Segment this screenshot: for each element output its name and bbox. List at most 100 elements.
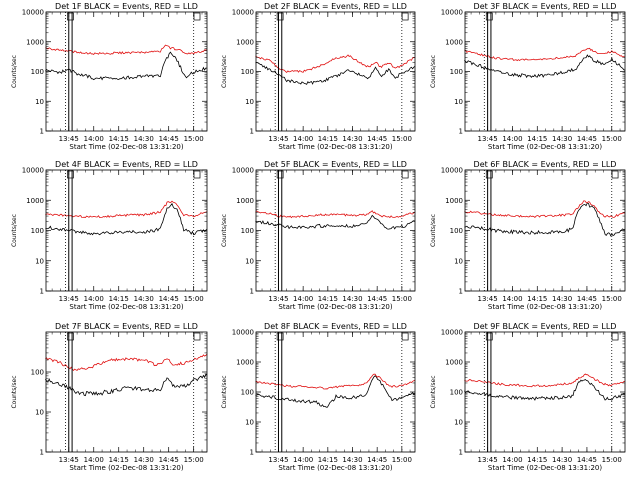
detector-panel: Det 2F BLACK = Events, RED = LLD 1 10 100 10… bbox=[221, 2, 416, 151]
flag-box-marker bbox=[401, 12, 409, 21]
x-tick-label: 15:00 bbox=[392, 295, 412, 303]
y-axis-label: Counts/sec bbox=[11, 214, 18, 247]
flag-box-marker bbox=[485, 332, 493, 341]
y-tick-label: 1000 bbox=[445, 38, 463, 46]
y-tick-label: 100 bbox=[31, 227, 44, 235]
plot-frame bbox=[45, 11, 208, 132]
x-tick-label: 14:45 bbox=[577, 295, 597, 303]
flag-box-marker bbox=[67, 170, 74, 179]
flag-box-marker bbox=[276, 170, 284, 179]
x-tick-label: 14:30 bbox=[552, 135, 572, 143]
x-tick-label: 15:00 bbox=[184, 295, 204, 303]
plot-frame bbox=[255, 11, 416, 132]
y-tick-label: 10 bbox=[35, 409, 44, 417]
x-axis-label: Start Time (02-Dec-08 13:31:20) bbox=[69, 464, 183, 472]
lld-rate-line bbox=[255, 373, 416, 390]
panel-title: Det 1F BLACK = Events, RED = LLD bbox=[55, 2, 198, 11]
panel-title: Det 4F BLACK = Events, RED = LLD bbox=[55, 160, 198, 169]
x-tick-label: 14:45 bbox=[159, 295, 179, 303]
flag-box-marker bbox=[485, 12, 493, 21]
x-tick-label: 14:00 bbox=[502, 295, 522, 303]
x-tick-label: 14:15 bbox=[527, 135, 547, 143]
y-tick-label: 100 bbox=[450, 68, 463, 76]
x-axis-label: Start Time (02-Dec-08 13:31:20) bbox=[488, 143, 602, 151]
x-tick-label: 15:00 bbox=[392, 456, 412, 464]
x-axis-label: Start Time (02-Dec-08 13:31:20) bbox=[488, 303, 602, 311]
y-axis-label: Counts/sec bbox=[11, 375, 18, 408]
y-axis-label: Counts/sec bbox=[11, 55, 18, 88]
events-rate-line bbox=[45, 51, 208, 81]
panel-title: Det 3F BLACK = Events, RED = LLD bbox=[474, 2, 617, 11]
events-rate-line bbox=[255, 375, 416, 408]
events-rate-line bbox=[464, 54, 626, 79]
x-tick-label: 13:45 bbox=[478, 456, 498, 464]
x-tick-label: 14:00 bbox=[502, 456, 522, 464]
x-tick-label: 14:15 bbox=[109, 135, 129, 143]
x-tick-label: 13:45 bbox=[59, 135, 79, 143]
x-tick-label: 14:30 bbox=[342, 135, 362, 143]
plot-frame bbox=[464, 331, 626, 453]
x-tick-label: 14:45 bbox=[367, 135, 387, 143]
x-tick-label: 14:30 bbox=[552, 456, 572, 464]
panel-title: Det 5F BLACK = Events, RED = LLD bbox=[264, 160, 407, 169]
x-tick-label: 14:45 bbox=[367, 295, 387, 303]
x-tick-label: 13:45 bbox=[268, 295, 288, 303]
x-tick-label: 15:00 bbox=[602, 456, 622, 464]
y-tick-label: 100 bbox=[241, 68, 254, 76]
y-tick-label: 1000 bbox=[445, 359, 463, 367]
y-tick-label: 1000 bbox=[236, 359, 254, 367]
panel-title: Det 7F BLACK = Events, RED = LLD bbox=[55, 322, 198, 331]
y-tick-label: 1 bbox=[459, 288, 463, 296]
y-tick-label: 100 bbox=[450, 227, 463, 235]
flag-box-marker bbox=[276, 12, 284, 21]
x-tick-label: 14:45 bbox=[159, 135, 179, 143]
detector-panel: Det 6F BLACK = Events, RED = LLD 1 10 100 10… bbox=[430, 160, 626, 311]
panel-title: Det 2F BLACK = Events, RED = LLD bbox=[264, 2, 407, 11]
flag-box-marker bbox=[67, 332, 74, 341]
y-tick-label: 10 bbox=[35, 98, 44, 106]
x-tick-label: 14:30 bbox=[342, 295, 362, 303]
x-tick-label: 13:45 bbox=[59, 456, 79, 464]
y-tick-label: 10000 bbox=[232, 329, 254, 337]
x-tick-label: 15:00 bbox=[184, 456, 204, 464]
x-axis-label: Start Time (02-Dec-08 13:31:20) bbox=[69, 143, 183, 151]
x-tick-label: 13:45 bbox=[268, 456, 288, 464]
lld-rate-line bbox=[255, 54, 416, 73]
flag-box-marker bbox=[67, 12, 74, 21]
x-tick-label: 14:30 bbox=[342, 456, 362, 464]
events-rate-line bbox=[464, 379, 626, 401]
y-tick-label: 1000 bbox=[26, 197, 44, 205]
y-tick-label: 10000 bbox=[22, 9, 44, 17]
x-tick-label: 14:15 bbox=[318, 135, 338, 143]
y-tick-label: 100 bbox=[450, 389, 463, 397]
y-tick-label: 10 bbox=[245, 257, 254, 265]
x-tick-label: 14:00 bbox=[293, 456, 313, 464]
detector-panel: Det 8F BLACK = Events, RED = LLD 1 10 100 10… bbox=[221, 322, 416, 472]
x-tick-label: 14:15 bbox=[109, 295, 129, 303]
x-tick-label: 13:45 bbox=[59, 295, 79, 303]
events-rate-line bbox=[255, 214, 416, 230]
x-tick-label: 14:00 bbox=[502, 135, 522, 143]
lld-rate-line bbox=[45, 200, 208, 219]
y-tick-label: 1 bbox=[459, 128, 463, 136]
plot-frame bbox=[464, 169, 626, 292]
y-axis-label: Counts/sec bbox=[221, 55, 228, 88]
y-axis-label: Counts/sec bbox=[221, 375, 228, 408]
x-tick-label: 14:15 bbox=[318, 295, 338, 303]
x-tick-label: 14:15 bbox=[527, 456, 547, 464]
panel-title: Det 9F BLACK = Events, RED = LLD bbox=[474, 322, 617, 331]
x-tick-label: 14:00 bbox=[84, 135, 104, 143]
y-tick-label: 10000 bbox=[232, 167, 254, 175]
flag-box-marker bbox=[193, 332, 201, 341]
plot-frame bbox=[45, 331, 208, 453]
flag-box-marker bbox=[611, 332, 619, 341]
plot-frame bbox=[255, 169, 416, 292]
detector-panel: Det 1F BLACK = Events, RED = LLD 1 10 100 10… bbox=[11, 2, 208, 151]
detector-panel: Det 4F BLACK = Events, RED = LLD 1 10 100 10… bbox=[11, 160, 208, 311]
x-tick-label: 15:00 bbox=[392, 135, 412, 143]
x-tick-label: 13:45 bbox=[268, 135, 288, 143]
x-tick-label: 14:15 bbox=[527, 295, 547, 303]
x-tick-label: 15:00 bbox=[184, 135, 204, 143]
flag-box-marker bbox=[193, 170, 201, 179]
